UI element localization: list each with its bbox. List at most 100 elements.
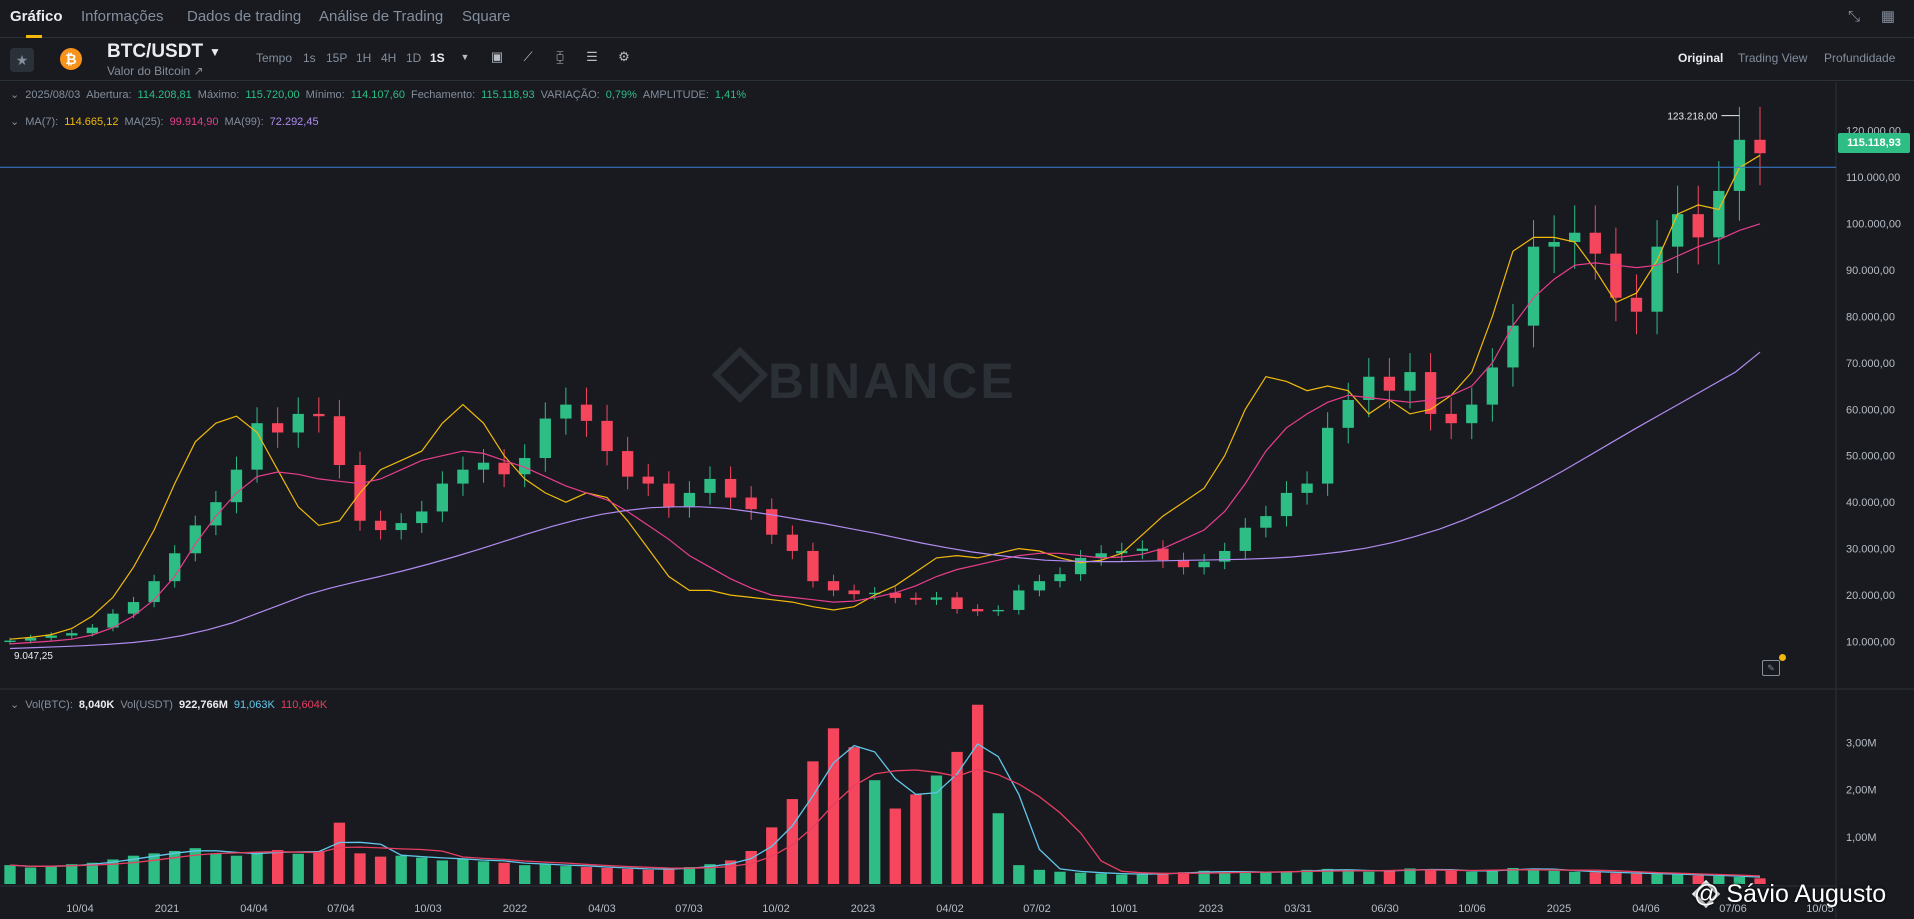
candle-body	[498, 462, 510, 475]
candle-body	[560, 404, 572, 419]
candle-body	[1548, 242, 1560, 247]
volume-bar	[107, 859, 119, 884]
candle-body	[704, 478, 716, 493]
amplitude-value: 1,41%	[714, 89, 747, 101]
ohlc-legend: ⌄ 2025/08/03 Abertura: 114.208,81 Máximo: 115…	[10, 88, 752, 101]
candle-body	[1074, 557, 1087, 575]
vol-usdt-label: Vol(USDT)	[120, 699, 173, 711]
timeframe-15p[interactable]: 15P	[326, 51, 348, 65]
calendar-icon[interactable]: ▣	[490, 49, 504, 64]
ma25-label: MA(25):	[124, 116, 164, 128]
timeframe-1d[interactable]: 1D	[406, 51, 422, 65]
volume-bar	[498, 862, 510, 884]
volume-bar	[1198, 870, 1210, 884]
candle-body	[1301, 483, 1313, 493]
grid-layout-icon[interactable]: ▦	[1880, 8, 1896, 25]
collapse-icon[interactable]: ⤡	[1847, 8, 1860, 25]
candle-body	[1507, 325, 1519, 368]
volume-bar	[1527, 868, 1540, 884]
volume-bar	[1404, 868, 1416, 884]
ohlc-collapse-icon[interactable]: ⌄	[10, 89, 20, 101]
candle-body	[1713, 190, 1725, 238]
time-tick-label: 10/02	[762, 903, 790, 915]
tab-analise-de-trading[interactable]: Análise de Trading	[319, 8, 444, 25]
candle-body	[24, 637, 37, 641]
volume-bar	[786, 799, 799, 884]
tab-square[interactable]: Square	[462, 8, 511, 25]
ma99-value: 72.292,45	[269, 116, 319, 128]
timeframe-1s[interactable]: 1s	[303, 51, 316, 65]
candle-body	[1033, 581, 1046, 591]
candle-body	[1013, 590, 1025, 610]
high-label: Máximo:	[197, 89, 240, 101]
volume-bar	[416, 857, 428, 884]
price-tick-label: 80.000,00	[1846, 311, 1895, 323]
volume-bar	[1342, 870, 1354, 884]
candle-body	[1177, 560, 1190, 568]
candle-body	[1280, 492, 1293, 517]
volume-bar	[230, 855, 243, 884]
volume-bar	[580, 867, 593, 884]
candle-body	[127, 602, 140, 614]
tab-dados-de-trading[interactable]: Dados de trading	[187, 8, 302, 25]
ma-collapse-icon[interactable]: ⌄	[10, 116, 20, 128]
vol-ma1-value: 91,063K	[233, 699, 275, 711]
volume-bar	[621, 868, 634, 884]
price-tick-label: 50.000,00	[1846, 451, 1895, 463]
candle-type-icon[interactable]: ⧮	[555, 49, 565, 64]
low-value: 114.107,60	[350, 89, 405, 101]
candle-body	[745, 497, 757, 510]
vol-btc-label: Vol(BTC):	[25, 699, 73, 711]
candle-body	[251, 423, 263, 470]
time-tick-label: 10/05	[1806, 903, 1834, 915]
candle-body	[1404, 372, 1416, 391]
time-tick-label: 2023	[851, 903, 875, 915]
volume-bar	[1713, 875, 1725, 884]
candle-body	[1733, 139, 1746, 191]
indicator-icon[interactable]: ⟋	[523, 49, 533, 64]
timeframe-1h[interactable]: 1H	[356, 51, 372, 65]
vol-ma2-value: 110,604K	[280, 699, 328, 711]
symbol-dropdown-icon[interactable]: ▼	[209, 45, 221, 59]
note-icon[interactable]: ✎	[1762, 660, 1780, 676]
candle-body	[1692, 214, 1704, 238]
time-tick-label: 03/31	[1284, 903, 1312, 915]
ma99-label: MA(99):	[224, 116, 264, 128]
volume-bar	[1671, 874, 1684, 884]
candle-body	[395, 523, 407, 531]
layout-icon[interactable]: ☰	[586, 49, 598, 64]
price-tick-label: 40.000,00	[1846, 497, 1895, 509]
view-profundidade[interactable]: Profundidade	[1824, 51, 1896, 65]
volume-bar	[827, 728, 840, 884]
volume-bar	[1177, 872, 1190, 884]
volume-bar	[745, 850, 757, 884]
volume-bar	[1589, 872, 1601, 884]
time-tick-label: 2021	[155, 903, 179, 915]
candle-body	[1486, 367, 1499, 405]
view-original[interactable]: Original	[1678, 51, 1724, 65]
ma-legend: ⌄ MA(7): 114.665,12 MA(25): 99.914,90 MA(99):…	[10, 115, 325, 128]
volume-tick-label: 2,00M	[1846, 785, 1877, 797]
candle-body	[436, 483, 449, 512]
timeframe-4h[interactable]: 4H	[381, 51, 397, 65]
amplitude-label: AMPLITUDE:	[642, 89, 709, 101]
volume-bar	[127, 855, 140, 884]
settings-icon[interactable]: ⚙	[618, 49, 630, 64]
volume-bar	[169, 850, 181, 884]
candle-body	[477, 462, 490, 470]
symbol-subtitle-link[interactable]: Valor do Bitcoin ↗	[107, 64, 204, 78]
vol-collapse-icon[interactable]: ⌄	[10, 699, 20, 711]
price-tick-label: 100.000,00	[1846, 218, 1901, 230]
price-tick-label: 30.000,00	[1846, 544, 1895, 556]
volume-bar	[1486, 869, 1499, 884]
favorite-star-icon[interactable]: ★	[10, 48, 34, 72]
volume-bar	[4, 865, 16, 884]
tab-informacoes[interactable]: Informações	[81, 8, 164, 25]
tab-grafico[interactable]: Gráfico	[10, 8, 63, 25]
timeframe-more-chevron-icon[interactable]: ▼	[460, 52, 470, 62]
timeframe-1s-week[interactable]: 1S	[430, 51, 445, 65]
symbol-name[interactable]: BTC/USDT	[107, 41, 204, 62]
view-trading-view[interactable]: Trading View	[1738, 51, 1808, 65]
candle-body	[889, 592, 901, 598]
